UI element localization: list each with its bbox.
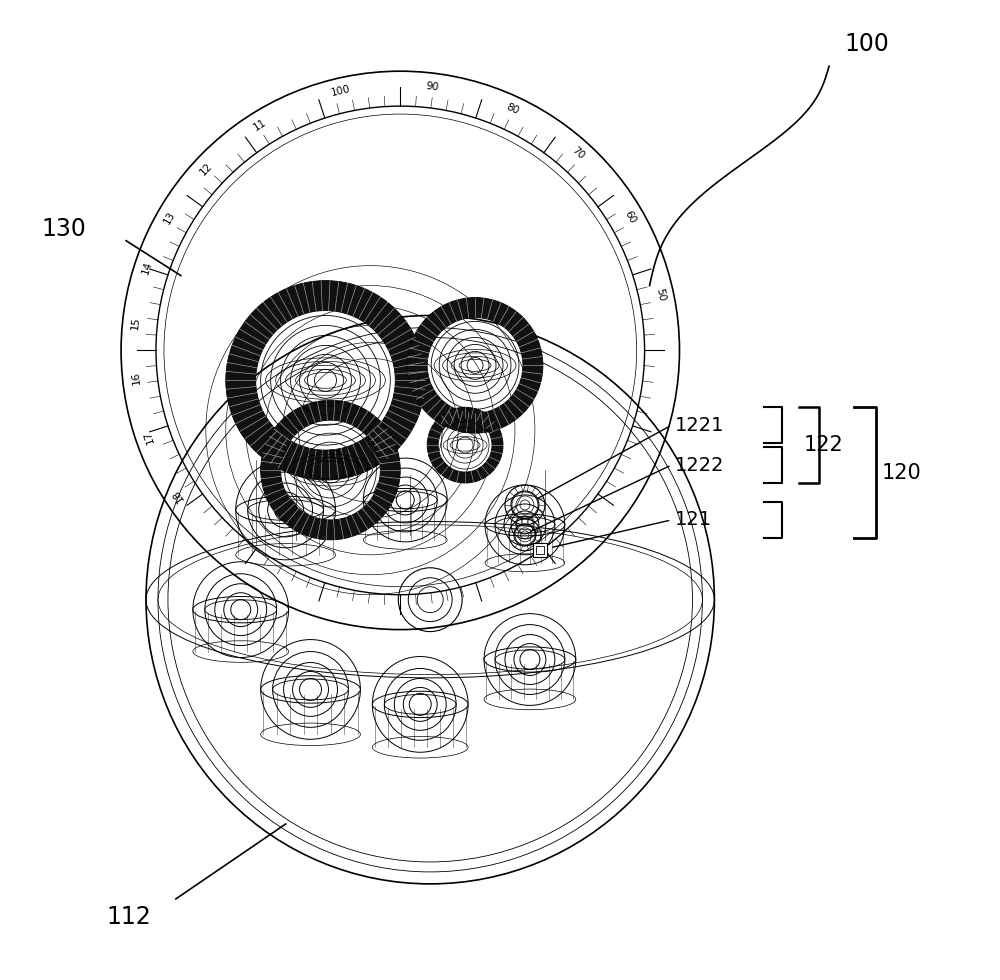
Text: 1221: 1221 (675, 416, 724, 435)
Text: 15: 15 (130, 316, 141, 329)
Text: 90: 90 (426, 80, 440, 92)
Text: 11: 11 (251, 118, 268, 132)
Text: 13: 13 (162, 209, 178, 225)
Text: 80: 80 (505, 102, 521, 117)
Text: 100: 100 (330, 84, 351, 98)
Text: 120: 120 (882, 463, 922, 482)
Text: 70: 70 (570, 145, 586, 161)
Text: 121: 121 (675, 511, 712, 529)
Text: 112: 112 (106, 905, 151, 929)
Wedge shape (226, 280, 425, 480)
Text: 18: 18 (169, 487, 185, 504)
Text: 60: 60 (623, 210, 638, 225)
Text: 122: 122 (804, 435, 844, 455)
Circle shape (146, 316, 714, 884)
Wedge shape (407, 298, 543, 433)
Text: 14: 14 (141, 261, 154, 276)
Text: 12: 12 (198, 161, 214, 177)
Text: 1222: 1222 (675, 456, 724, 474)
Wedge shape (427, 408, 503, 483)
Text: 130: 130 (41, 217, 86, 241)
Circle shape (121, 72, 679, 629)
Bar (533, 543, 547, 557)
Text: 17: 17 (142, 429, 156, 445)
Text: 16: 16 (130, 371, 141, 385)
Text: 100: 100 (844, 32, 889, 56)
Text: 50: 50 (654, 288, 667, 303)
Wedge shape (261, 400, 400, 540)
Bar (536, 546, 544, 554)
